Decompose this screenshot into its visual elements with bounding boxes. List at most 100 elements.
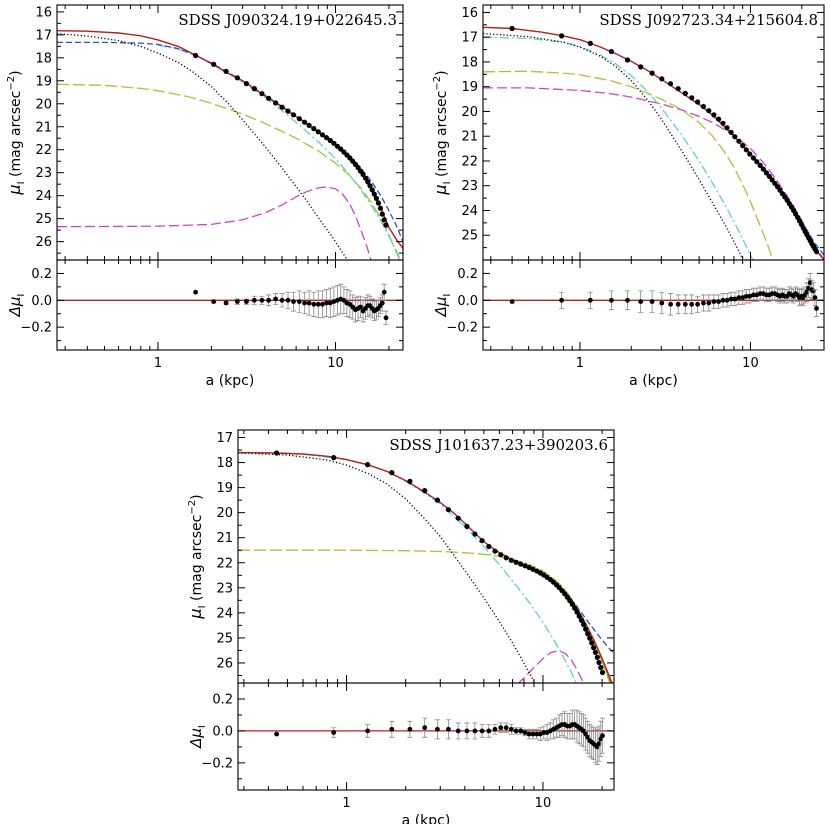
p3-y-tick-label: 25: [216, 631, 233, 646]
p2-data-point: [695, 99, 701, 105]
p3-data-point: [365, 462, 371, 468]
p3-data-point: [572, 605, 578, 611]
p2-data-point: [740, 143, 746, 149]
p2-residual-point: [740, 295, 746, 300]
p2-data-point: [659, 76, 665, 82]
p3-data-point: [513, 559, 519, 565]
p2-resid-tick-label: 0.2: [457, 267, 478, 282]
p1-data-point: [266, 95, 272, 101]
p2-curve-component-5: [483, 87, 824, 260]
p3-resid-label-symbol: Δμ: [187, 728, 205, 749]
p1-resid-label-symbol: Δμ: [6, 297, 24, 318]
p3-data-points: [274, 450, 606, 676]
p3-data-point: [434, 497, 440, 503]
p3-data-point: [589, 640, 595, 646]
p2-y-label-unit: (mag arcsec: [434, 91, 450, 182]
p2-data-point: [743, 147, 749, 153]
p3-residual-point: [274, 731, 279, 737]
p1-residual-point: [193, 289, 199, 295]
p2-y-tick-label: 23: [461, 179, 478, 194]
p3-x-tick-label: 1: [342, 796, 350, 811]
p2-data-point: [682, 90, 688, 96]
p3-residual-frame: [237, 682, 615, 791]
p2-resid-ticks: [483, 272, 824, 342]
p2-residual-point: [732, 296, 738, 302]
p2-residual-point: [706, 300, 712, 306]
p2-data-point: [763, 170, 770, 176]
p1-y-tick-label: 24: [35, 189, 52, 204]
p1-data-point: [306, 122, 312, 128]
p2-data-point: [559, 33, 565, 39]
p3-y-label-symbol: μ: [186, 608, 205, 619]
p3-residual-point: [486, 728, 492, 734]
p3-curve-component-1: [238, 452, 535, 683]
p1-data-point: [367, 183, 373, 189]
p1-data-point: [259, 91, 265, 97]
p1-data-point: [211, 61, 217, 67]
p2-residual-point: [587, 297, 593, 303]
p3-residual-point: [389, 726, 395, 732]
p3-data-point: [492, 548, 498, 554]
p2-y-tick-label: 18: [461, 55, 478, 70]
p1-y-tick-label: 22: [35, 143, 52, 158]
p2-residual-point: [609, 297, 614, 303]
p2-residual-point: [743, 293, 749, 299]
p2-data-point: [509, 25, 515, 32]
p3-data-point: [596, 659, 602, 666]
p3-y-tick-label: 23: [216, 581, 233, 596]
p3-residual-point: [530, 731, 536, 737]
p3-y-label-close: ): [189, 494, 205, 499]
p3-y-tick-label: 21: [216, 531, 233, 546]
p2-data-point: [675, 86, 681, 92]
p1-model-curves: [57, 30, 403, 260]
p3-residual-point: [455, 728, 461, 734]
p2-residual-point: [625, 297, 630, 303]
p3-x-ticks: [243, 430, 603, 790]
p2-data-point: [732, 134, 738, 140]
p3-data-point: [574, 609, 580, 615]
p3-residual-point: [479, 728, 485, 734]
p3-y-label-unit: (mag arcsec: [189, 515, 205, 606]
p3-data-point: [389, 470, 395, 476]
p1-data-point: [362, 175, 369, 181]
p3-residual-point: [513, 728, 519, 734]
p2-y-axis-label: μI (mag arcsec−2): [431, 70, 453, 195]
p3-data-point: [503, 555, 509, 561]
p1-data-point: [360, 171, 366, 178]
p1-residual-point: [234, 299, 240, 304]
p1-residual-point: [291, 299, 296, 304]
p3-data-point: [486, 543, 492, 550]
p3-data-point: [569, 601, 575, 607]
p3-residual-point: [534, 731, 540, 737]
p1-residual-point: [302, 300, 307, 306]
p2-residual-point: [559, 297, 564, 303]
p2-resid-tick-label: 0.0: [457, 294, 478, 309]
p1-x-tick-label: 1: [154, 356, 162, 371]
p2-data-point: [724, 125, 730, 131]
p1-data-point: [319, 132, 326, 138]
p3-residual-point: [435, 726, 440, 732]
p2-data-point: [649, 70, 655, 76]
p1-data-point: [371, 191, 377, 197]
p2-data-points: [509, 25, 820, 255]
p3-y-tick-label: 18: [216, 456, 233, 471]
p3-residual-point: [492, 726, 498, 732]
p3-data-point: [455, 515, 461, 521]
p1-data-point: [379, 211, 385, 217]
p1-y-axis-label: μI (mag arcsec−2): [5, 70, 27, 195]
p3-data-point: [581, 622, 587, 628]
p1-data-point: [302, 119, 308, 125]
p1-residual-point: [320, 301, 325, 307]
p2-data-point: [813, 249, 820, 255]
p2-resid-label-subscript: I: [442, 294, 453, 297]
p2-resid-label-symbol: Δμ: [432, 297, 450, 318]
p2-residual-point: [724, 297, 730, 303]
p2-data-point: [716, 116, 722, 122]
p2-model-curves: [483, 26, 824, 260]
p2-residual-point: [728, 296, 734, 302]
p1-data-point: [327, 137, 333, 144]
p3-data-point: [594, 654, 600, 661]
p1-resid-ticks: [57, 272, 403, 342]
p2-data-point: [608, 48, 615, 55]
